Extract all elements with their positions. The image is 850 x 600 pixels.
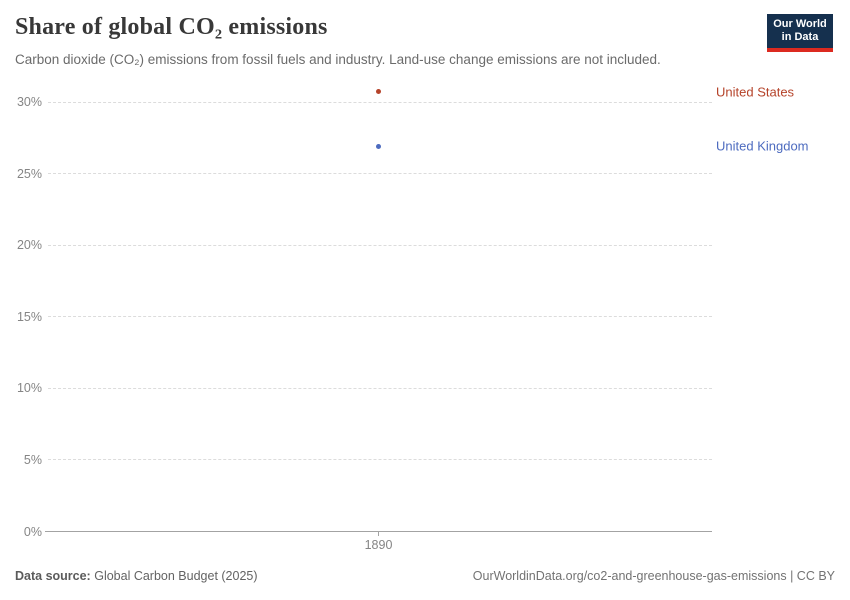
data-point-united-kingdom[interactable] xyxy=(376,143,381,149)
data-point-united-states[interactable] xyxy=(376,89,381,95)
y-tick-label: 25% xyxy=(16,166,42,181)
y-tick-label: 30% xyxy=(16,95,42,109)
owid-logo[interactable]: Our World in Data xyxy=(767,14,833,52)
x-tick-mark xyxy=(378,531,379,536)
y-tick-label: 15% xyxy=(16,309,42,324)
y-tick-label: 10% xyxy=(16,381,42,396)
gridline xyxy=(48,316,712,318)
x-tick-label: 1890 xyxy=(364,538,393,552)
data-source-note: Data source: Global Carbon Budget (2025) xyxy=(15,569,258,583)
chart-title: Share of global CO₂ emissions xyxy=(15,14,328,40)
y-tick-label: 20% xyxy=(16,238,42,253)
legend-label-united-kingdom[interactable]: United Kingdom xyxy=(716,138,809,154)
gridline xyxy=(48,101,712,103)
owid-logo-line1: Our World xyxy=(773,18,827,30)
footer-citation: OurWorldinData.org/co2-and-greenhouse-ga… xyxy=(472,569,835,583)
owid-logo-line2: in Data xyxy=(781,31,819,43)
gridline xyxy=(48,387,712,389)
gridline xyxy=(48,244,712,246)
chart-subtitle: Carbon dioxide (CO₂) emissions from foss… xyxy=(15,52,661,67)
data-source-label: Data source: xyxy=(15,569,91,583)
chart-footer: Data source: Global Carbon Budget (2025)… xyxy=(15,569,835,583)
gridline xyxy=(48,173,712,175)
legend-label-united-states[interactable]: United States xyxy=(716,84,795,100)
data-source-value: Global Carbon Budget (2025) xyxy=(94,569,258,583)
y-tick-label: 5% xyxy=(23,452,42,467)
y-tick-label: 0% xyxy=(23,524,42,539)
gridline xyxy=(48,459,712,461)
